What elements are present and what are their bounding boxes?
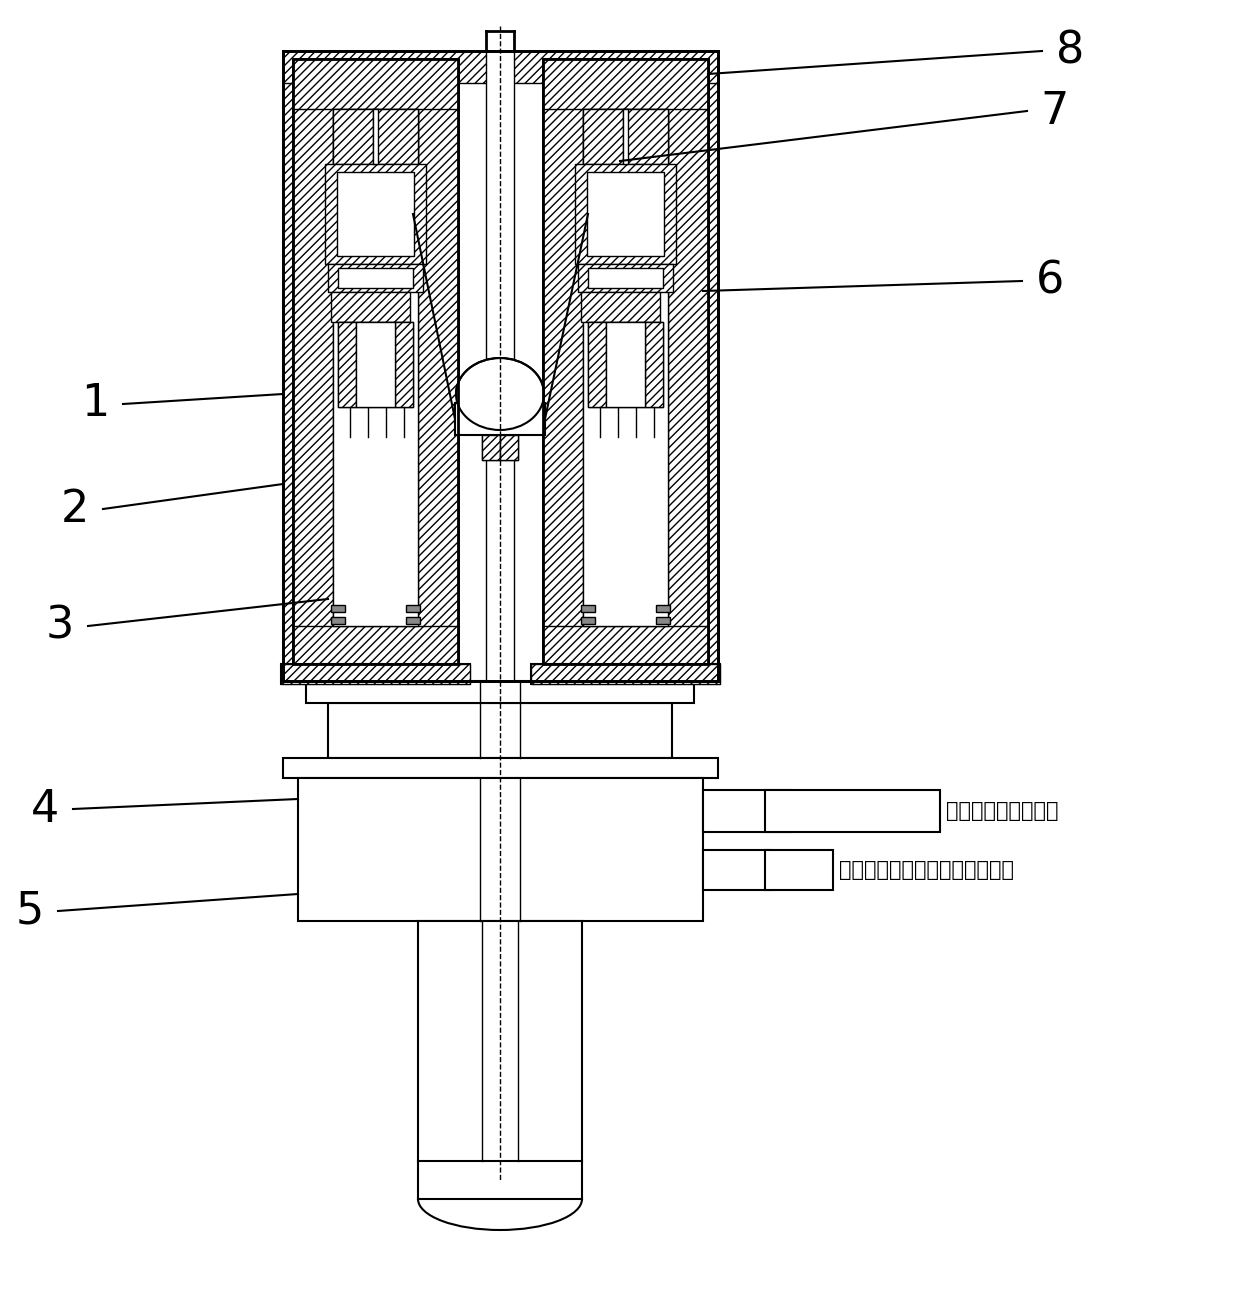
Bar	[331, 292, 410, 322]
Bar	[765, 850, 833, 890]
Bar	[339, 322, 356, 407]
Bar	[283, 51, 315, 681]
Bar	[405, 617, 420, 624]
Bar	[293, 59, 458, 664]
Bar	[703, 791, 791, 833]
Bar	[339, 322, 413, 407]
Bar	[575, 164, 676, 264]
Bar	[578, 264, 673, 292]
Bar	[306, 681, 694, 703]
Bar	[531, 664, 720, 685]
Text: 通过压力传感器电缆至数显终端: 通过压力传感器电缆至数显终端	[839, 860, 1014, 880]
Text: 5: 5	[16, 890, 45, 932]
Bar	[418, 922, 582, 1161]
Bar	[582, 292, 660, 322]
Bar	[293, 59, 458, 109]
Bar	[668, 59, 708, 664]
Bar	[588, 268, 663, 288]
Bar	[455, 403, 546, 435]
Bar	[329, 703, 672, 758]
Text: 通过油管至液压手柄: 通过油管至液压手柄	[946, 801, 1059, 821]
Bar	[329, 264, 423, 292]
Bar	[583, 109, 668, 626]
Text: 3: 3	[46, 605, 74, 648]
Bar	[765, 791, 940, 833]
Bar	[531, 664, 720, 685]
Bar	[281, 664, 470, 685]
Bar	[396, 322, 413, 407]
Bar	[703, 850, 771, 890]
Text: 1: 1	[81, 382, 109, 425]
Bar	[582, 617, 595, 624]
Bar	[405, 605, 420, 613]
Bar	[686, 51, 718, 681]
Bar	[656, 617, 670, 624]
Bar	[645, 322, 663, 407]
Text: 6: 6	[1035, 259, 1064, 302]
Bar	[283, 51, 718, 681]
Bar	[373, 109, 418, 164]
Bar	[283, 758, 718, 778]
Bar	[543, 626, 708, 664]
Bar	[582, 605, 595, 613]
Bar	[606, 322, 645, 407]
Bar	[293, 59, 458, 664]
Bar	[583, 109, 627, 164]
Bar	[543, 59, 708, 664]
Bar	[337, 171, 414, 257]
Ellipse shape	[456, 357, 544, 429]
Bar	[587, 171, 663, 257]
Bar	[283, 51, 718, 82]
Bar	[281, 664, 470, 685]
Bar	[656, 605, 670, 613]
Bar	[486, 51, 515, 681]
Bar	[543, 59, 708, 109]
Bar	[482, 435, 500, 459]
Bar	[339, 268, 413, 288]
Bar	[482, 435, 518, 459]
Bar	[588, 322, 663, 407]
Text: 4: 4	[31, 788, 60, 830]
Text: 7: 7	[1040, 89, 1069, 132]
Bar	[293, 626, 458, 664]
Bar	[325, 164, 427, 264]
Bar	[334, 109, 378, 164]
Bar	[622, 109, 627, 164]
Bar	[283, 51, 718, 681]
Bar	[331, 605, 345, 613]
Text: 2: 2	[61, 487, 89, 530]
Bar	[543, 59, 708, 664]
Bar	[500, 435, 518, 459]
Bar	[418, 59, 458, 664]
Bar	[293, 59, 334, 664]
Bar	[622, 109, 668, 164]
Bar	[334, 109, 418, 626]
Bar	[298, 778, 703, 922]
Bar	[373, 109, 378, 164]
Bar	[588, 322, 606, 407]
Bar	[283, 51, 718, 681]
Bar	[356, 322, 396, 407]
Text: 8: 8	[1056, 30, 1084, 72]
Bar	[331, 617, 345, 624]
Bar	[543, 59, 583, 664]
